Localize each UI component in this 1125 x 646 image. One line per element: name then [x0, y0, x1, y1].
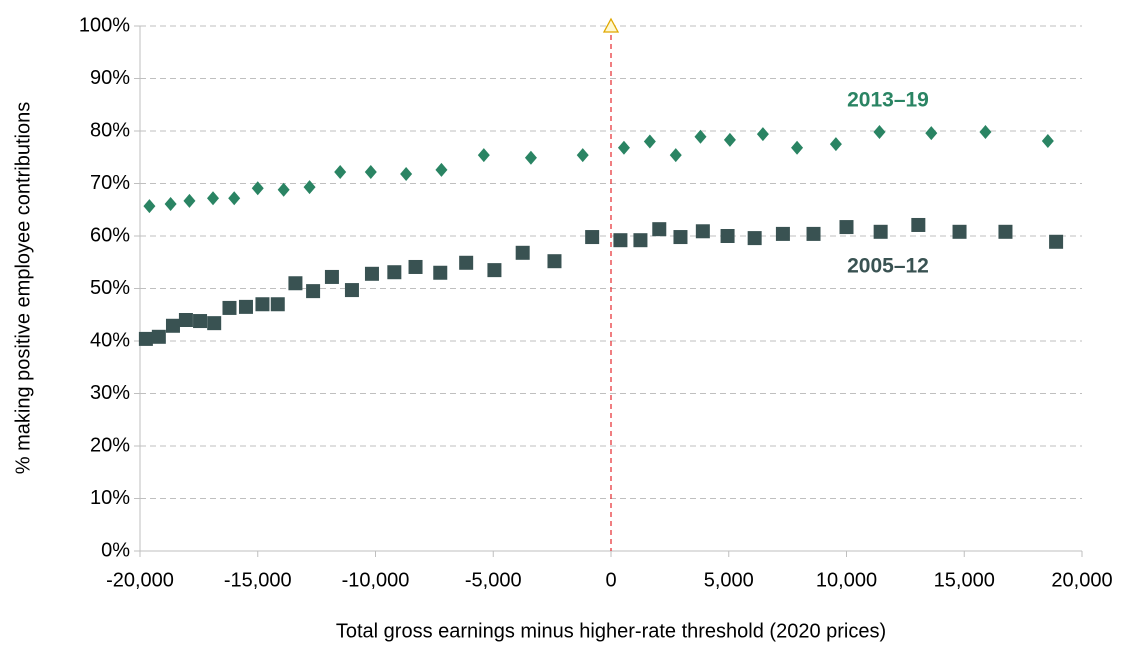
point	[387, 265, 402, 280]
point	[408, 259, 423, 274]
y-tick-label: 70%	[90, 172, 130, 194]
point	[222, 300, 237, 315]
y-tick-label: 20%	[90, 434, 130, 456]
point	[515, 245, 530, 260]
point	[477, 148, 490, 163]
point	[251, 181, 264, 196]
point	[324, 269, 339, 284]
point	[193, 314, 208, 329]
point	[207, 316, 222, 331]
point	[747, 231, 762, 246]
y-tick-label: 0%	[101, 539, 130, 561]
point	[1041, 133, 1054, 148]
point	[178, 313, 193, 327]
y-tick-label: 100%	[79, 14, 130, 36]
point	[288, 276, 303, 291]
point	[207, 191, 220, 206]
x-tick-label: -10,000	[342, 569, 410, 591]
point	[873, 224, 888, 239]
point	[138, 331, 153, 346]
point	[806, 226, 821, 241]
point	[400, 167, 413, 182]
x-tick-label: -5,000	[465, 569, 522, 591]
series-label: 2013–19	[847, 89, 929, 112]
x-axis-title: Total gross earnings minus higher-rate t…	[336, 620, 886, 642]
point	[720, 229, 735, 243]
point	[151, 329, 166, 344]
point	[277, 182, 290, 197]
point	[576, 148, 589, 163]
point	[1049, 234, 1064, 249]
point	[547, 254, 562, 269]
x-tick-label: 10,000	[816, 569, 877, 591]
point	[613, 233, 628, 248]
point	[524, 150, 537, 165]
point	[344, 283, 359, 298]
point	[270, 297, 285, 312]
x-tick-label: -20,000	[106, 569, 174, 591]
point	[487, 263, 502, 278]
point	[829, 137, 842, 152]
point	[165, 318, 180, 333]
point	[673, 230, 688, 245]
point	[183, 193, 196, 208]
point	[723, 132, 736, 147]
x-tick-label: 0	[605, 569, 616, 591]
point	[643, 134, 656, 149]
point	[979, 125, 992, 140]
point	[791, 140, 804, 155]
point	[364, 164, 377, 179]
x-tick-label: -15,000	[224, 569, 292, 591]
point	[756, 127, 769, 142]
point	[228, 191, 241, 206]
warning-icon	[602, 17, 620, 33]
point	[433, 265, 448, 280]
point	[694, 129, 707, 144]
point	[334, 164, 347, 179]
x-tick-label: 5,000	[704, 569, 754, 591]
point	[238, 299, 253, 314]
point	[164, 196, 177, 211]
x-tick-label: 20,000	[1051, 569, 1112, 591]
y-tick-label: 10%	[90, 487, 130, 509]
point	[255, 297, 270, 312]
point	[925, 126, 938, 141]
point	[459, 255, 474, 270]
point	[669, 148, 682, 163]
y-tick-label: 80%	[90, 119, 130, 141]
point	[839, 220, 854, 235]
point	[873, 125, 886, 140]
y-tick-label: 30%	[90, 382, 130, 404]
point	[303, 180, 316, 195]
y-tick-label: 60%	[90, 224, 130, 246]
point	[911, 217, 926, 232]
point	[306, 284, 321, 299]
point	[695, 224, 710, 239]
point	[364, 266, 379, 281]
point	[952, 224, 967, 239]
point	[617, 140, 630, 155]
point	[143, 199, 156, 214]
x-tick-label: 15,000	[934, 569, 995, 591]
y-tick-label: 90%	[90, 67, 130, 89]
point	[775, 226, 790, 241]
point	[633, 233, 648, 248]
point	[435, 162, 448, 177]
point	[998, 224, 1013, 239]
series-label: 2005–12	[847, 255, 929, 278]
point	[585, 230, 600, 245]
y-tick-label: 40%	[90, 329, 130, 351]
y-tick-label: 50%	[90, 277, 130, 299]
y-axis-title: % making positive employee contributions	[12, 102, 34, 474]
point	[652, 222, 667, 237]
